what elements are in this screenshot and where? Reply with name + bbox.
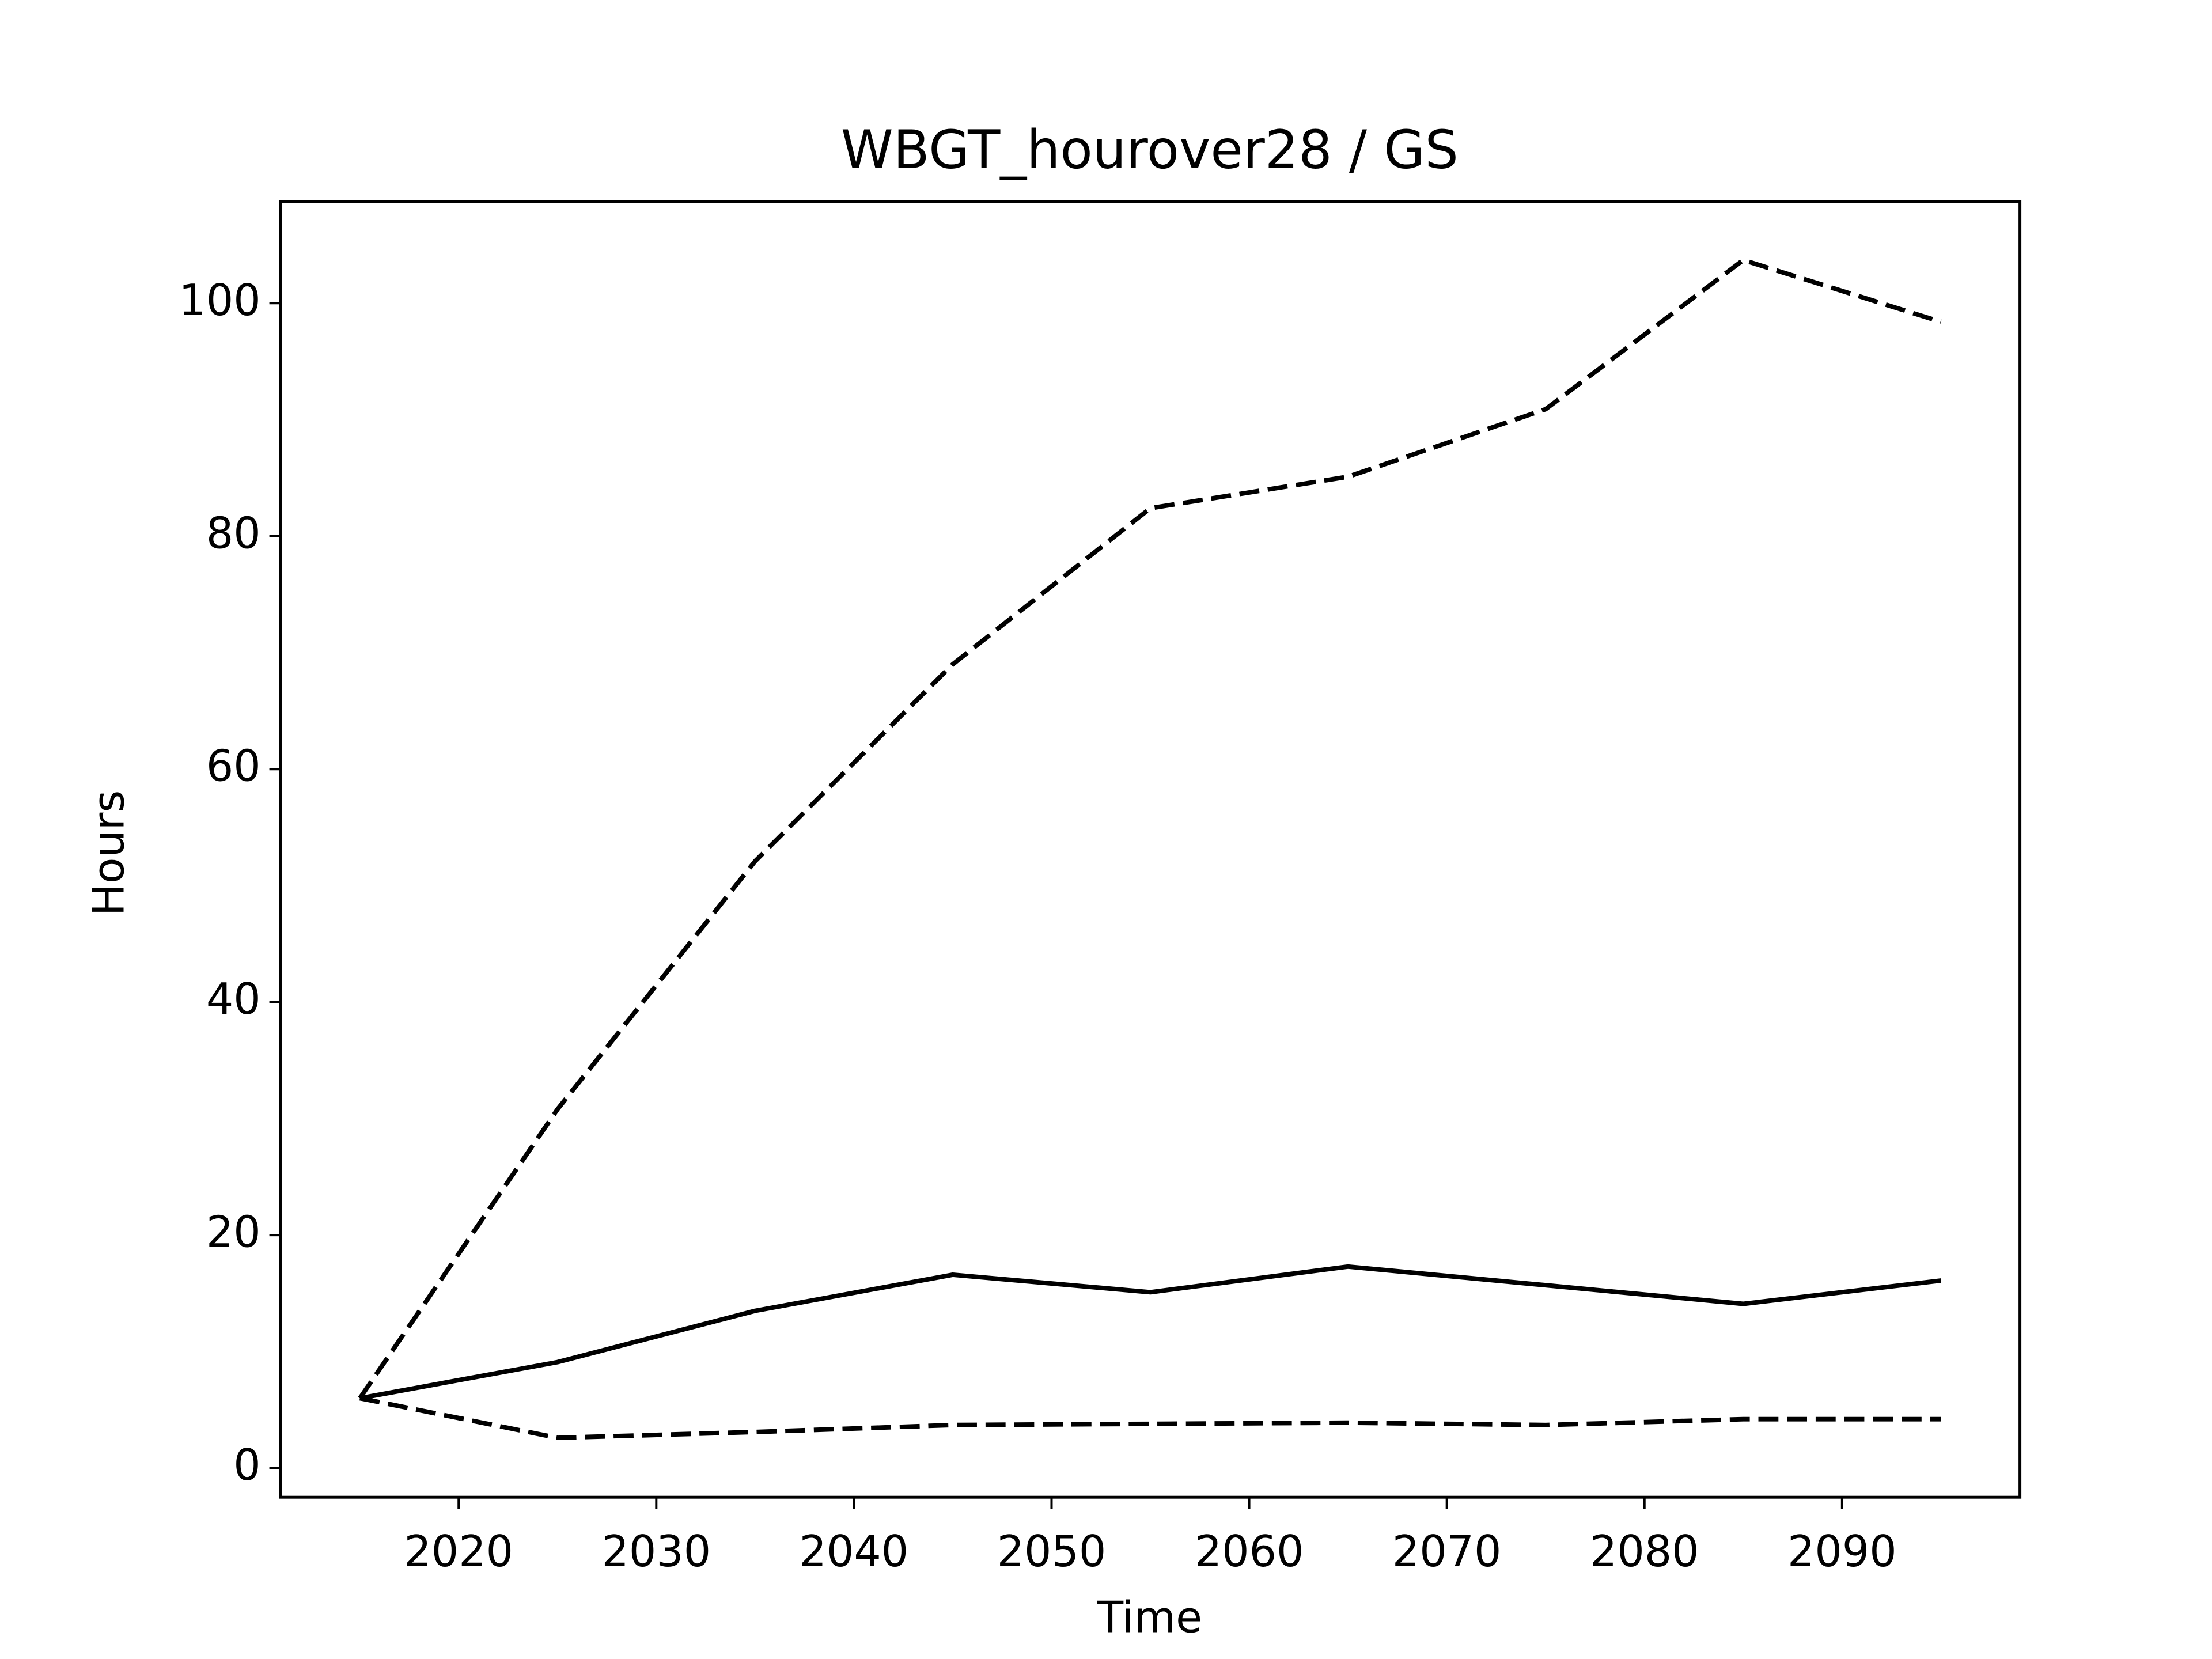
y-tick-label: 100 bbox=[179, 275, 260, 325]
x-tick-label: 2030 bbox=[601, 1527, 711, 1577]
x-tick-label: 2060 bbox=[1195, 1527, 1304, 1577]
y-tick-label: 60 bbox=[206, 741, 261, 791]
chart-title: WBGT_hourover28 / GS bbox=[841, 119, 1459, 180]
y-tick-label: 0 bbox=[233, 1440, 260, 1490]
y-tick-label: 80 bbox=[206, 508, 261, 558]
x-tick-label: 2020 bbox=[404, 1527, 513, 1577]
x-axis-label: Time bbox=[1097, 1592, 1202, 1642]
plot-frame bbox=[279, 200, 2022, 1499]
x-tick-label: 2040 bbox=[800, 1527, 909, 1577]
y-tick-label: 20 bbox=[206, 1207, 261, 1257]
data-line bbox=[359, 1264, 1941, 1401]
data-line bbox=[359, 1396, 1941, 1441]
x-tick-label: 2080 bbox=[1590, 1527, 1699, 1577]
y-tick-label: 40 bbox=[206, 974, 261, 1024]
x-tick-label: 2070 bbox=[1392, 1527, 1502, 1577]
y-axis-label: Hours bbox=[84, 790, 134, 916]
x-tick-label: 2090 bbox=[1787, 1527, 1897, 1577]
x-tick-label: 2050 bbox=[997, 1527, 1107, 1577]
